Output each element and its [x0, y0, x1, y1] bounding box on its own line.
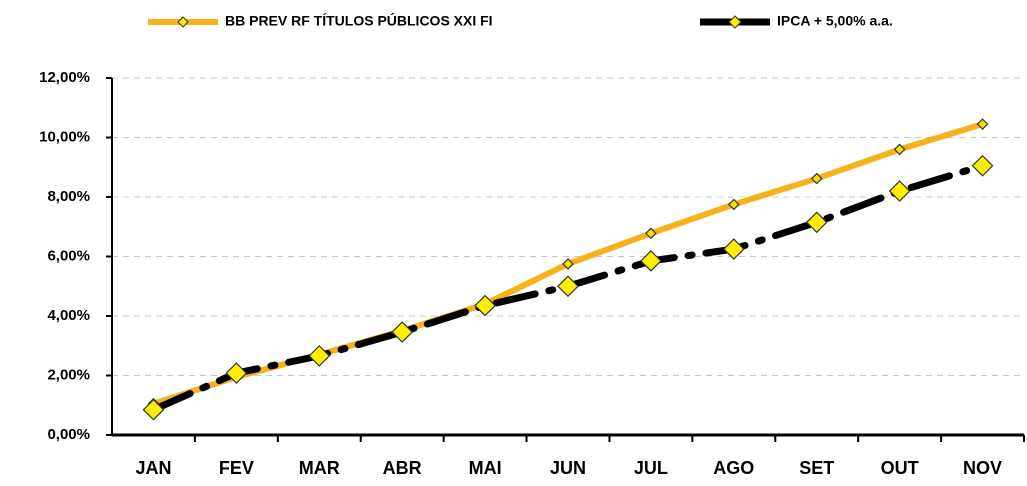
- point: [142, 398, 165, 421]
- y-tick-label: 10,00%: [39, 128, 90, 145]
- point: [810, 172, 823, 185]
- legend-marker: [728, 15, 742, 29]
- legend-marker: [177, 16, 189, 28]
- y-tick-label: 8,00%: [47, 188, 90, 205]
- point: [976, 118, 989, 130]
- x-tick-label: NOV: [963, 458, 1002, 478]
- point: [308, 345, 331, 367]
- x-tick-label: SET: [799, 458, 834, 478]
- x-tick-label: MAR: [299, 458, 340, 478]
- point: [645, 227, 657, 240]
- point: [391, 321, 414, 343]
- x-tick-label: JAN: [135, 458, 171, 478]
- point: [971, 154, 994, 177]
- point: [888, 180, 911, 202]
- point: [562, 258, 574, 270]
- point: [640, 250, 662, 272]
- point: [727, 198, 740, 211]
- y-tick-label: 0,00%: [47, 426, 90, 443]
- y-tick-label: 6,00%: [47, 247, 90, 264]
- x-tick-label: FEV: [219, 458, 254, 478]
- y-tick-label: 12,00%: [39, 69, 90, 86]
- point: [722, 238, 745, 260]
- legend-label: BB PREV RF TÍTULOS PÚBLICOS XXI FI: [225, 12, 493, 29]
- legend-label: IPCA + 5,00% a.a.: [777, 13, 893, 29]
- point: [893, 143, 906, 156]
- x-tick-label: JUN: [550, 458, 586, 478]
- point: [474, 294, 496, 317]
- x-tick-label: MAI: [469, 458, 502, 478]
- y-tick-label: 4,00%: [47, 307, 90, 324]
- x-tick-label: ABR: [383, 458, 422, 478]
- point: [557, 275, 579, 298]
- x-tick-label: JUL: [634, 458, 668, 478]
- point: [805, 211, 828, 234]
- y-tick-label: 2,00%: [47, 366, 90, 383]
- point: [225, 362, 248, 384]
- x-tick-label: OUT: [881, 458, 919, 478]
- x-tick-label: AGO: [713, 458, 754, 478]
